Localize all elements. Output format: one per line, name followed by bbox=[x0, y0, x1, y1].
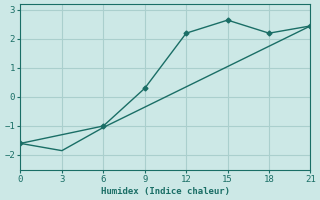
X-axis label: Humidex (Indice chaleur): Humidex (Indice chaleur) bbox=[101, 187, 230, 196]
